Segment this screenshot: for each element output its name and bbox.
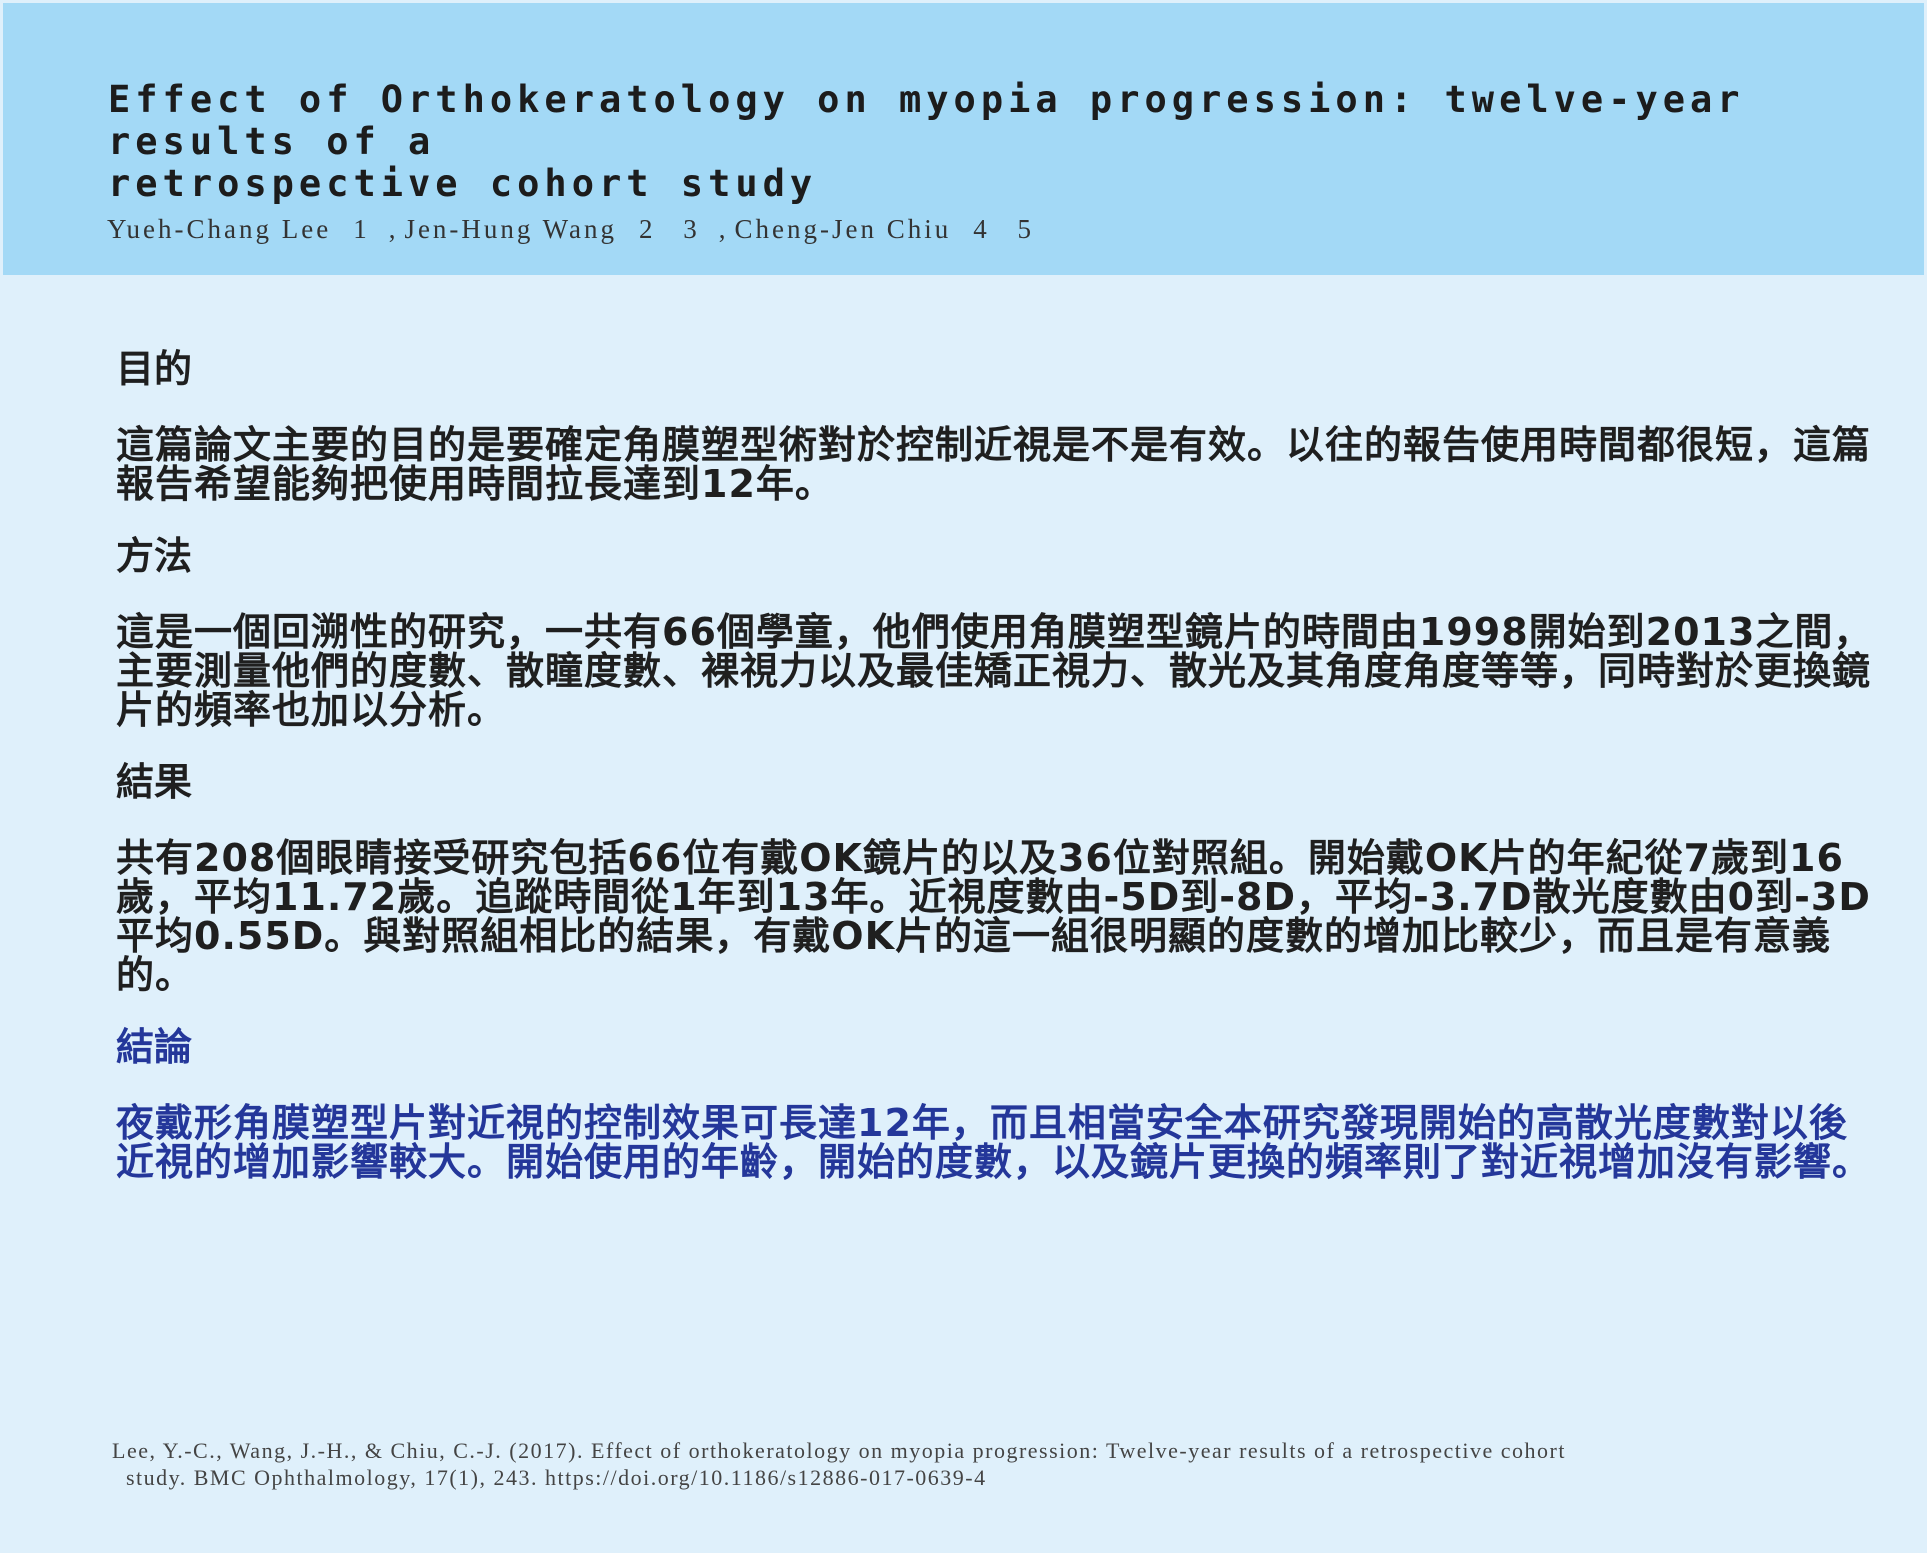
author-affiliation: 2 3 bbox=[639, 214, 709, 244]
methods-heading: 方法 bbox=[116, 534, 193, 578]
purpose-text: 這篇論文主要的目的是要確定角膜塑型術對於控制近視是不是有效。以往的報告使用時間都… bbox=[116, 423, 1872, 506]
paper-title-line-2: retrospective cohort study bbox=[108, 162, 818, 205]
purpose-heading: 目的 bbox=[116, 347, 193, 391]
results-heading: 結果 bbox=[116, 760, 193, 804]
citation-line-2: study. BMC Ophthalmology, 17(1), 243. ht… bbox=[126, 1465, 987, 1490]
author-name: Jen-Hung Wang bbox=[404, 214, 617, 244]
conclusion-heading: 結論 bbox=[116, 1025, 193, 1069]
author-separator: , bbox=[388, 214, 399, 244]
methods-text: 這是一個回溯性的研究，一共有66個學童，他們使用角膜塑型鏡片的時間由1998開始… bbox=[116, 610, 1873, 732]
citation-reference: Lee, Y.-C., Wang, J.-H., & Chiu, C.-J. (… bbox=[112, 1437, 1872, 1491]
results-text: 共有208個眼睛接受研究包括66位有戴OK鏡片的以及36位對照組。開始戴OK片的… bbox=[116, 836, 1871, 997]
conclusion-text: 夜戴形角膜塑型片對近視的控制效果可長達12年，而且相當安全本研究發現開始的高散光… bbox=[116, 1101, 1872, 1184]
author-affiliation: 1 bbox=[353, 214, 379, 244]
author-name: Cheng-Jen Chiu bbox=[734, 214, 952, 244]
author-affiliation: 4 5 bbox=[973, 214, 1043, 244]
paper-title-line-1: Effect of Orthokeratology on myopia prog… bbox=[108, 78, 1745, 163]
paper-title: Effect of Orthokeratology on myopia prog… bbox=[108, 79, 1868, 205]
author-name: Yueh-Chang Lee bbox=[107, 214, 332, 244]
author-separator: , bbox=[718, 214, 729, 244]
author-list: Yueh-Chang Lee 1, Jen-Hung Wang 2 3, Cheng-J… bbox=[107, 212, 1043, 246]
citation-line-1: Lee, Y.-C., Wang, J.-H., & Chiu, C.-J. (… bbox=[112, 1438, 1566, 1463]
abstract-content: 目的 這篇論文主要的目的是要確定角膜塑型術對於控制近視是不是有效。以往的報告使用… bbox=[116, 344, 1876, 1182]
title-banner: Effect of Orthokeratology on myopia prog… bbox=[3, 3, 1924, 275]
